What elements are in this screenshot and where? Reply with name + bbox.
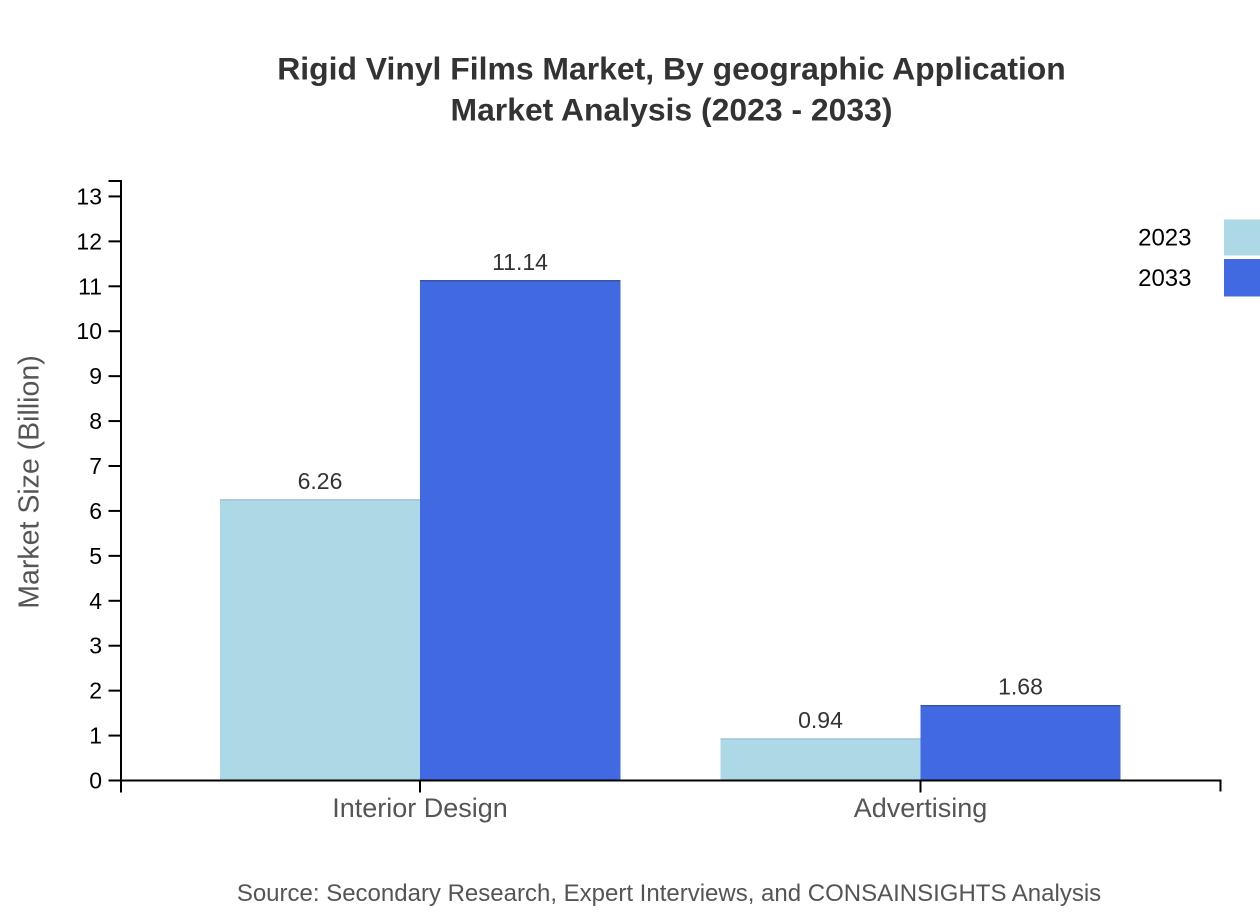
svg-text:Rigid Vinyl Films Market, By g: Rigid Vinyl Films Market, By geographic … <box>277 51 1066 87</box>
svg-text:1: 1 <box>89 723 102 749</box>
svg-text:13: 13 <box>76 183 102 209</box>
svg-text:Advertising: Advertising <box>854 793 988 823</box>
svg-text:5: 5 <box>89 543 102 569</box>
svg-text:2023: 2023 <box>1138 225 1191 252</box>
svg-text:Source: Secondary Research, Ex: Source: Secondary Research, Expert Inter… <box>237 880 1101 907</box>
svg-text:7: 7 <box>89 453 102 479</box>
svg-text:1.68: 1.68 <box>998 674 1043 700</box>
svg-text:Market Size (Billion): Market Size (Billion) <box>14 355 46 608</box>
svg-text:0: 0 <box>89 768 102 794</box>
svg-text:12: 12 <box>76 228 102 254</box>
svg-text:0.94: 0.94 <box>798 707 843 733</box>
svg-text:3: 3 <box>89 633 102 659</box>
svg-text:8: 8 <box>89 408 102 434</box>
svg-text:Market Analysis (2023 - 2033): Market Analysis (2023 - 2033) <box>451 91 893 127</box>
svg-text:11: 11 <box>78 273 102 299</box>
svg-text:2033: 2033 <box>1138 265 1191 292</box>
svg-text:4: 4 <box>89 588 102 614</box>
svg-text:6.26: 6.26 <box>298 468 343 494</box>
svg-text:9: 9 <box>89 363 102 389</box>
svg-text:6: 6 <box>89 498 102 524</box>
svg-text:11.14: 11.14 <box>492 249 548 275</box>
svg-text:Interior Design: Interior Design <box>332 793 508 823</box>
svg-text:10: 10 <box>76 318 102 344</box>
svg-text:2: 2 <box>89 678 102 704</box>
